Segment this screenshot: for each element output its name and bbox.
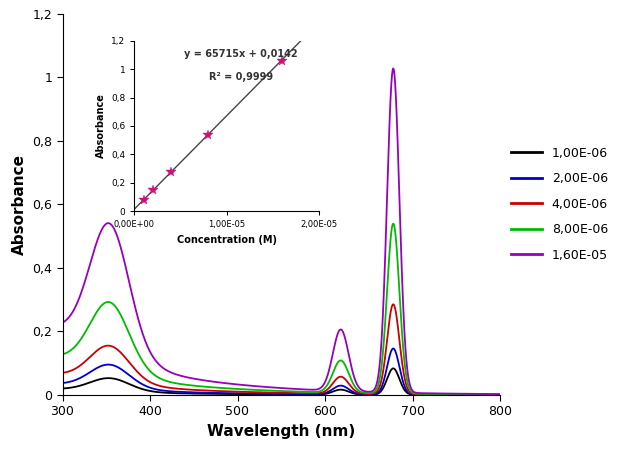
X-axis label: Wavelength (nm): Wavelength (nm) — [207, 424, 356, 439]
X-axis label: Concentration (M): Concentration (M) — [177, 235, 276, 245]
Text: y = 65715x + 0,0142: y = 65715x + 0,0142 — [184, 49, 298, 59]
Y-axis label: Absorbance: Absorbance — [96, 94, 106, 158]
Y-axis label: Absorbance: Absorbance — [11, 154, 26, 255]
Legend: 1,00E-06, 2,00E-06, 4,00E-06, 8,00E-06, 1,60E-05: 1,00E-06, 2,00E-06, 4,00E-06, 8,00E-06, … — [511, 147, 608, 262]
Text: R² = 0,9999: R² = 0,9999 — [209, 71, 273, 82]
